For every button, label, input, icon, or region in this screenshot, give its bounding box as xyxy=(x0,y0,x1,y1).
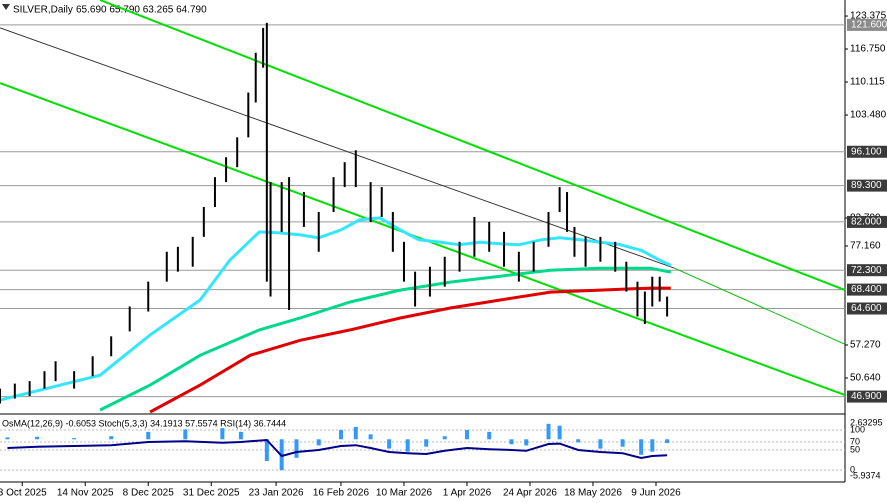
osma-bar xyxy=(546,423,551,440)
osma-bar xyxy=(338,430,343,440)
osma-bar xyxy=(405,439,410,452)
chart-title: SILVER,Daily xyxy=(13,5,73,16)
osma-bar xyxy=(598,439,603,449)
quote: 65.690 65.790 63.265 64.790 xyxy=(76,5,207,16)
osma-bar xyxy=(368,434,373,440)
osma-bar xyxy=(109,436,114,440)
x-tick-label: 9 Jun 2026 xyxy=(631,488,681,499)
level-badge xyxy=(847,18,887,31)
osma-bar xyxy=(72,438,77,440)
y-tick-label: 110.115 xyxy=(850,77,885,88)
y-tick-label: 103.480 xyxy=(850,110,887,121)
moving-average xyxy=(149,286,671,414)
level-badge xyxy=(847,179,887,192)
osma-bar xyxy=(576,439,581,443)
x-tick-label: 18 May 2026 xyxy=(564,488,622,499)
osc2-tick-label: 100 xyxy=(850,424,865,434)
osma-bar xyxy=(238,431,243,440)
osma-bar xyxy=(620,439,625,447)
osma-bar xyxy=(524,439,529,446)
level-label: 96.100 xyxy=(851,146,882,157)
trend-line xyxy=(99,0,846,292)
osma-bar xyxy=(424,439,429,447)
level-badge xyxy=(847,390,887,403)
osma-bar xyxy=(5,437,10,440)
osma-bar xyxy=(387,439,392,449)
osc2-tick-label: 70 xyxy=(850,436,860,446)
rsi-line xyxy=(7,438,668,460)
osma-bar xyxy=(665,439,670,443)
osc-tick-label: -5.9374 xyxy=(850,470,881,480)
osma-bar xyxy=(264,439,269,461)
osma-bar xyxy=(650,439,655,452)
y-tick-label: 123.375 xyxy=(850,11,887,22)
y-tick-label: 57.270 xyxy=(850,340,881,351)
osc2-tick-label: 0 xyxy=(850,464,855,474)
moving-average xyxy=(99,266,672,412)
osc-tick-label: 2.63295 xyxy=(850,417,883,427)
x-tick-label: 14 Nov 2025 xyxy=(57,488,114,499)
x-tick-label: 1 Apr 2026 xyxy=(443,488,492,499)
level-label: 121.600 xyxy=(851,20,887,31)
osma-bar xyxy=(487,431,492,440)
level-badge xyxy=(847,283,887,296)
x-tick-label: 24 Apr 2026 xyxy=(503,488,557,499)
x-tick-label: 10 Mar 2026 xyxy=(376,488,433,499)
osma-bar xyxy=(316,439,321,446)
x-tick-label: 16 Feb 2026 xyxy=(313,488,370,499)
level-badge xyxy=(847,264,887,277)
oscillator-title: OsMA(12,26,9) -0.6053 Stoch(5,3,3) 34.19… xyxy=(2,418,286,428)
x-tick-label: 8 Dec 2025 xyxy=(123,488,175,499)
level-badge xyxy=(847,215,887,228)
level-label: 89.300 xyxy=(851,180,882,191)
osma-bar xyxy=(639,439,644,455)
moving-average xyxy=(0,216,672,402)
y-tick-label: 77.160 xyxy=(850,241,881,252)
level-badge xyxy=(847,302,887,315)
osma-bar xyxy=(353,426,358,440)
x-tick-label: 3 Oct 2025 xyxy=(0,488,47,499)
trend-line xyxy=(674,267,846,345)
level-badge xyxy=(847,145,887,158)
y-tick-label: 50.640 xyxy=(850,373,881,384)
osma-bar xyxy=(146,431,151,440)
osma-bar xyxy=(35,436,40,440)
x-tick-label: 23 Jan 2026 xyxy=(249,488,304,499)
osma-bar xyxy=(509,439,514,445)
menu-icon[interactable] xyxy=(2,4,10,10)
osma-bar xyxy=(183,429,188,440)
level-label: 64.600 xyxy=(851,303,882,314)
osma-bar xyxy=(557,425,562,440)
y-tick-label: 116.750 xyxy=(850,44,886,55)
level-label: 46.900 xyxy=(851,391,882,402)
level-label: 72.300 xyxy=(851,265,882,276)
trend-line xyxy=(0,27,675,269)
level-label: 68.400 xyxy=(851,284,882,295)
osma-bar xyxy=(220,428,225,440)
osma-bar xyxy=(294,439,299,458)
level-label: 82.000 xyxy=(851,217,882,228)
osma-bar xyxy=(464,430,469,440)
x-tick-label: 31 Dec 2025 xyxy=(183,488,240,499)
osma-bar xyxy=(442,436,447,440)
osc2-tick-label: 50 xyxy=(850,444,860,454)
